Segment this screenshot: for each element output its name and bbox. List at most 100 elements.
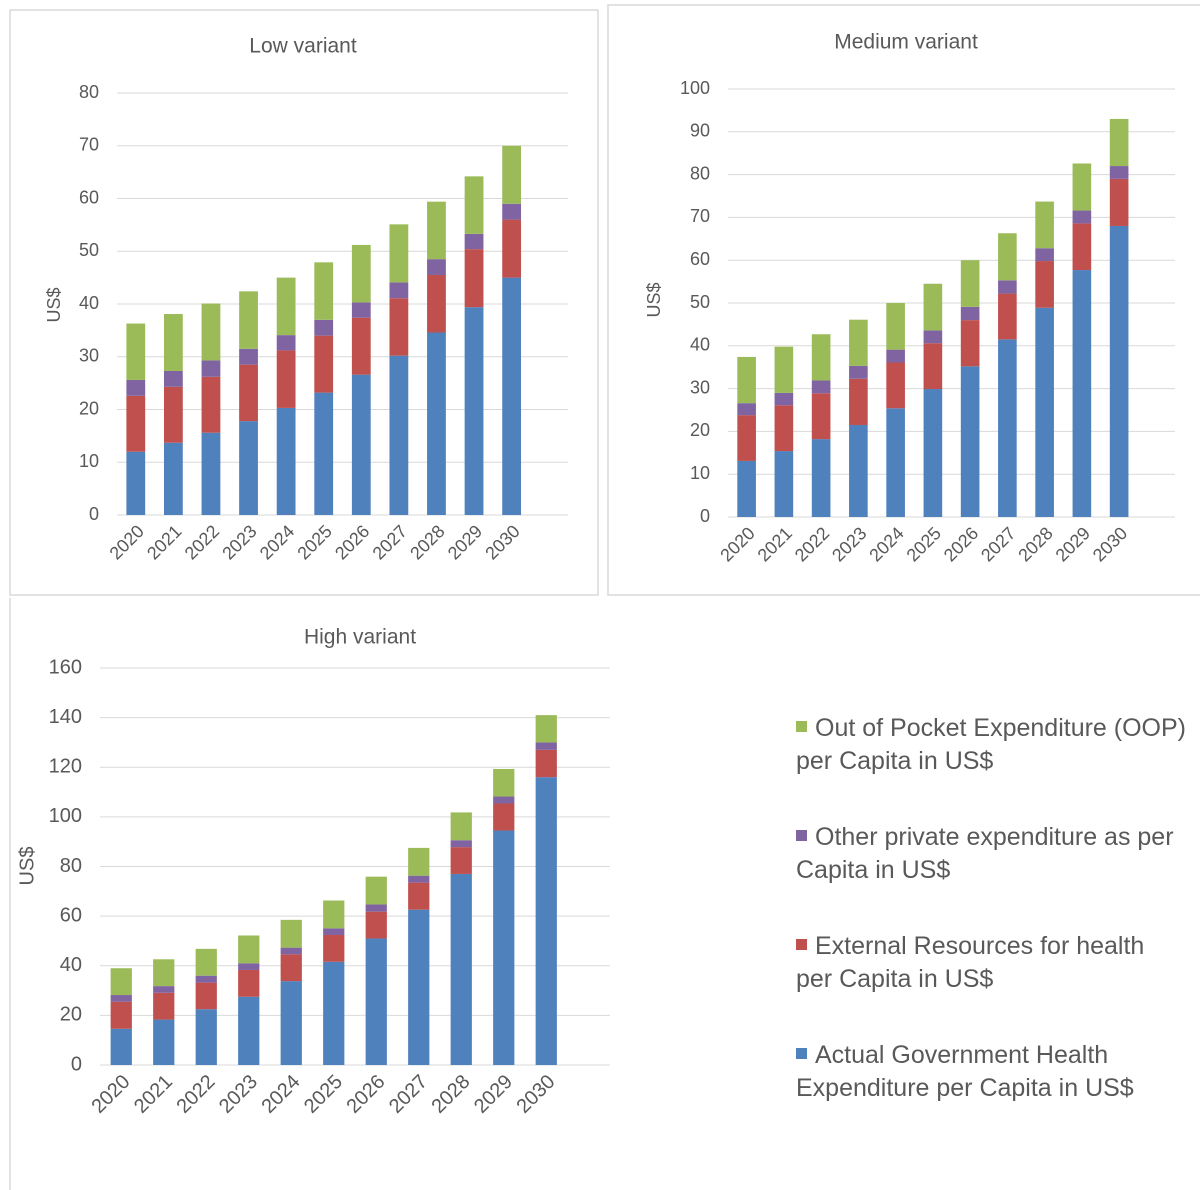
bar-segment	[427, 274, 446, 333]
legend-label: Other private expenditure as per Capita …	[796, 823, 1174, 884]
legend-label: Out of Pocket Expenditure (OOP) per Capi…	[796, 714, 1186, 775]
bar-segment	[502, 203, 522, 220]
bar-segment	[314, 335, 334, 393]
bar-segment	[351, 302, 371, 318]
bar-segment	[450, 847, 472, 874]
y-tick-label: 10	[690, 463, 710, 483]
bar-segment	[323, 961, 345, 1065]
bar-segment	[450, 812, 472, 841]
y-tick-label: 60	[79, 187, 99, 207]
bar-segment	[502, 277, 522, 515]
x-tick-label: 2027	[385, 1071, 432, 1118]
x-tick-label: 2020	[106, 521, 148, 563]
bar-segment	[427, 259, 446, 275]
bar-segment	[323, 934, 345, 962]
y-tick-label: 20	[690, 420, 710, 440]
x-tick-label: 2029	[444, 521, 486, 563]
y-tick-label: 50	[79, 240, 99, 260]
y-tick-label: 90	[690, 121, 710, 141]
legend-item: Other private expenditure as per Capita …	[796, 821, 1186, 887]
bar-segment	[280, 919, 302, 948]
bar-segment	[535, 742, 557, 750]
x-tick-label: 2022	[791, 523, 833, 565]
bar-segment	[276, 277, 296, 336]
bar-segment	[774, 392, 794, 406]
y-tick-label: 140	[49, 706, 82, 728]
bar-segment	[1109, 118, 1129, 167]
x-tick-label: 2030	[481, 521, 523, 563]
bar-segment	[737, 403, 756, 416]
bar-segment	[195, 1009, 217, 1065]
y-tick-label: 50	[690, 292, 710, 312]
bar-segment	[737, 415, 756, 461]
x-tick-label: 2023	[215, 1071, 262, 1118]
bar-segment	[110, 1001, 132, 1029]
bar-segment	[126, 451, 146, 515]
y-tick-label: 40	[60, 954, 82, 976]
y-tick-label: 0	[89, 504, 99, 524]
bar-segment	[314, 262, 334, 320]
chart-title: Low variant	[249, 35, 357, 58]
bar-segment	[774, 346, 794, 393]
bar-segment	[365, 938, 387, 1065]
legend-swatch	[796, 721, 807, 732]
bar-segment	[464, 249, 484, 308]
bar-segment	[110, 1028, 132, 1065]
bar-segment	[238, 963, 260, 970]
bar-segment	[195, 982, 217, 1010]
bar-segment	[427, 201, 446, 260]
x-tick-label: 2021	[143, 521, 185, 563]
panel	[9, 9, 599, 596]
y-tick-label: 30	[690, 377, 710, 397]
y-axis-label: US$	[16, 847, 38, 886]
legend-swatch	[796, 1048, 807, 1059]
x-tick-label: 2022	[172, 1071, 219, 1118]
bar-segment	[923, 343, 943, 390]
legend-swatch	[796, 939, 807, 950]
bar-segment	[998, 233, 1017, 281]
bar-segment	[464, 233, 484, 250]
y-tick-label: 120	[49, 756, 82, 778]
bar-segment	[351, 317, 371, 375]
bar-segment	[427, 332, 446, 515]
x-tick-label: 2021	[130, 1071, 177, 1118]
bar-segment	[998, 280, 1017, 294]
x-tick-label: 2024	[257, 1071, 304, 1118]
bar-segment	[849, 319, 868, 366]
y-tick-label: 60	[690, 249, 710, 269]
y-tick-label: 40	[690, 335, 710, 355]
bar-segment	[535, 777, 557, 1065]
x-tick-label: 2028	[1014, 523, 1056, 565]
y-tick-label: 160	[49, 656, 82, 678]
y-tick-label: 0	[71, 1053, 82, 1075]
bar-segment	[110, 995, 132, 1002]
bar-segment	[960, 306, 980, 321]
x-tick-label: 2023	[218, 521, 260, 563]
bar-segment	[408, 847, 430, 876]
x-tick-label: 2028	[406, 521, 448, 563]
bar-segment	[239, 348, 258, 365]
y-tick-label: 60	[60, 904, 82, 926]
bar-segment	[960, 320, 980, 367]
y-tick-label: 20	[79, 398, 99, 418]
bar-segment	[314, 392, 334, 515]
bar-segment	[493, 803, 515, 831]
bar-segment	[323, 928, 345, 935]
x-tick-label: 2020	[716, 523, 758, 565]
bar-segment	[153, 992, 175, 1020]
bar-segment	[493, 830, 515, 1065]
x-tick-label: 2023	[828, 523, 870, 565]
chart-title: Medium variant	[834, 31, 978, 54]
y-axis-label: US$	[44, 287, 64, 322]
bar-segment	[737, 356, 756, 404]
x-tick-label: 2030	[512, 1071, 559, 1118]
x-tick-label: 2021	[754, 523, 796, 565]
bar-segment	[1035, 307, 1054, 517]
legend-swatch	[796, 830, 807, 841]
x-tick-label: 2020	[87, 1071, 134, 1118]
bar-segment	[408, 909, 430, 1065]
bar-segment	[1035, 248, 1054, 262]
bar-segment	[238, 935, 260, 964]
x-tick-label: 2026	[342, 1071, 389, 1118]
